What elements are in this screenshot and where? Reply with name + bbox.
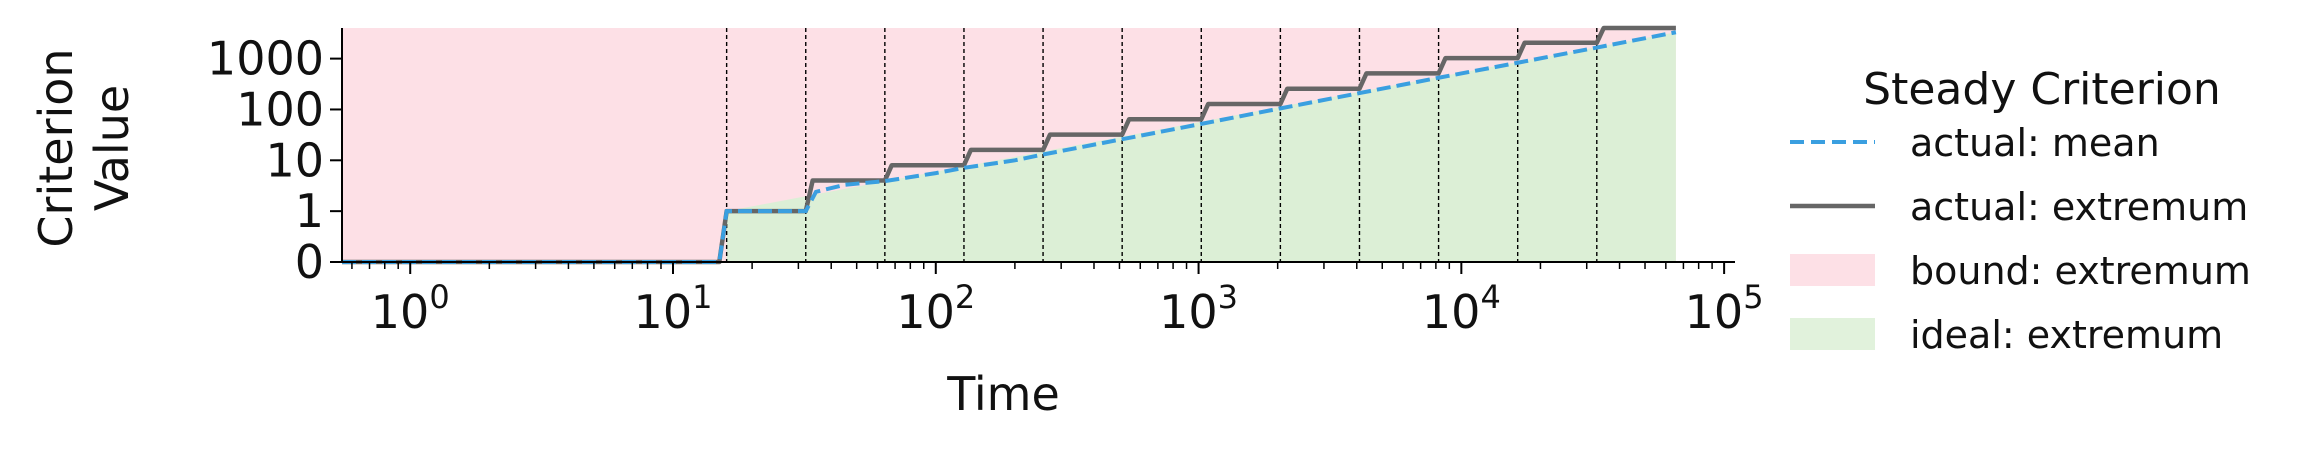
series-line-mean [342, 30, 1677, 264]
x-tick-label: 102 [896, 278, 975, 339]
legend: Steady Criterion actual: mean actual: extr… [1790, 64, 2251, 357]
y-tick-label: 1 [295, 184, 324, 238]
x-tick-label: 100 [371, 278, 450, 339]
legend-swatch-patch [1790, 254, 1875, 286]
legend-label: actual: mean [1910, 121, 2160, 165]
legend-title: Steady Criterion [1863, 64, 2221, 115]
legend-swatch-patch [1790, 318, 1875, 350]
y-tick-label: 1000 [207, 32, 324, 86]
plot-area [342, 25, 1677, 265]
x-axis-label: Time [946, 367, 1060, 421]
legend-label: actual: extremum [1910, 185, 2248, 229]
y-axis-label-line2: Value [85, 85, 139, 211]
x-tick-label: 103 [1159, 278, 1238, 339]
series-line-extremum [342, 25, 1676, 265]
axis-labels: Time Criterion Value [29, 48, 1060, 421]
legend-entry: actual: extremum [1790, 185, 2248, 229]
x-tick-label: 104 [1422, 278, 1501, 339]
legend-entry: actual: mean [1790, 121, 2160, 165]
y-tick-label: 0 [295, 235, 324, 289]
y-tick-label: 10 [265, 133, 324, 187]
legend-entry: ideal: extremum [1790, 313, 2223, 357]
x-tick-label: 101 [634, 278, 713, 339]
legend-entry: bound: extremum [1790, 249, 2251, 293]
legend-label: ideal: extremum [1910, 313, 2223, 357]
y-tick-label: 100 [236, 82, 324, 136]
y-axis-label-line1: Criterion [29, 48, 83, 247]
x-tick-label: 105 [1685, 278, 1764, 339]
legend-label: bound: extremum [1910, 249, 2251, 293]
